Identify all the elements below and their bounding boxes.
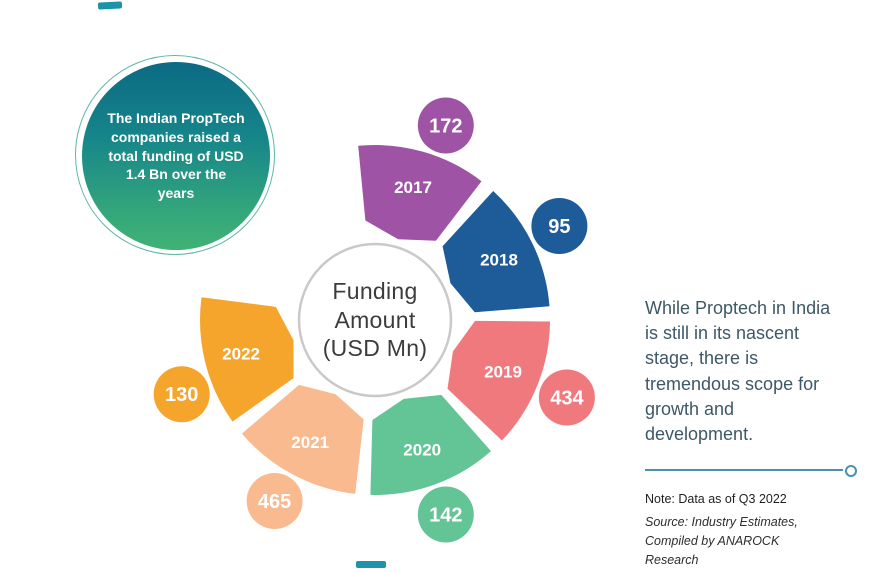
note-text: Note: Data as of Q3 2022 (645, 492, 787, 507)
center-label-line1: Funding (332, 277, 418, 304)
segment-2018: 2018 95 (442, 191, 588, 313)
wedge-year-label-2022: 2022 (222, 344, 260, 363)
segment-2021: 2021 465 (241, 384, 364, 529)
segment-2019: 2019 434 (447, 320, 595, 441)
wedge-2021 (241, 384, 364, 494)
chart-center-label: Funding Amount (USD Mn) (290, 270, 460, 370)
segment-2017: 2017 172 (358, 97, 482, 241)
value-badge-2017 (417, 97, 474, 154)
funding-wheel-chart: 2017 172 2018 95 2019 434 2020 142 (153, 97, 595, 543)
wedge-2022 (200, 297, 294, 422)
wedge-year-label-2017: 2017 (394, 178, 432, 197)
value-badge-text-2022: 130 (165, 384, 198, 406)
center-label-line3: (USD Mn) (322, 335, 428, 362)
wedge-year-label-2018: 2018 (480, 251, 518, 270)
segment-2020: 2020 142 (370, 394, 491, 543)
wedge-2020 (370, 394, 491, 495)
value-badge-2020 (417, 486, 474, 543)
divider-line (645, 469, 843, 472)
value-badge-2019 (538, 369, 595, 426)
value-badge-text-2021: 465 (258, 491, 291, 513)
value-badge-text-2018: 95 (548, 216, 570, 238)
value-badge-2018 (531, 198, 588, 254)
wedge-2019 (447, 320, 550, 441)
value-badge-text-2020: 142 (429, 505, 462, 527)
divider-end-dot (845, 465, 857, 478)
total-funding-bubble: The Indian PropTech companies raised a t… (82, 62, 270, 250)
page-ornament-bottom (356, 561, 386, 568)
segment-2022: 2022 130 (153, 297, 294, 423)
wedge-2017 (358, 144, 482, 241)
page-ornament-top (97, 1, 123, 10)
total-funding-text: The Indian PropTech companies raised a t… (107, 109, 245, 202)
wedge-2018 (442, 191, 550, 313)
value-badge-2021 (246, 473, 303, 529)
wedge-year-label-2019: 2019 (484, 363, 522, 382)
value-badge-2022 (153, 366, 210, 423)
total-funding-bubble-ring (75, 55, 275, 255)
value-badge-text-2019: 434 (550, 388, 584, 410)
source-text: Source: Industry Estimates, Compiled by … (645, 515, 798, 567)
divider (645, 465, 857, 478)
center-circle (297, 242, 453, 398)
wedge-year-label-2020: 2020 (403, 441, 441, 460)
value-badge-text-2017: 172 (429, 116, 462, 138)
wedge-year-label-2021: 2021 (291, 433, 329, 452)
insight-paragraph: While Proptech in India is still in its … (645, 298, 831, 444)
center-label-line2: Amount (334, 306, 416, 333)
right-panel: While Proptech in India is still in its … (645, 296, 865, 569)
